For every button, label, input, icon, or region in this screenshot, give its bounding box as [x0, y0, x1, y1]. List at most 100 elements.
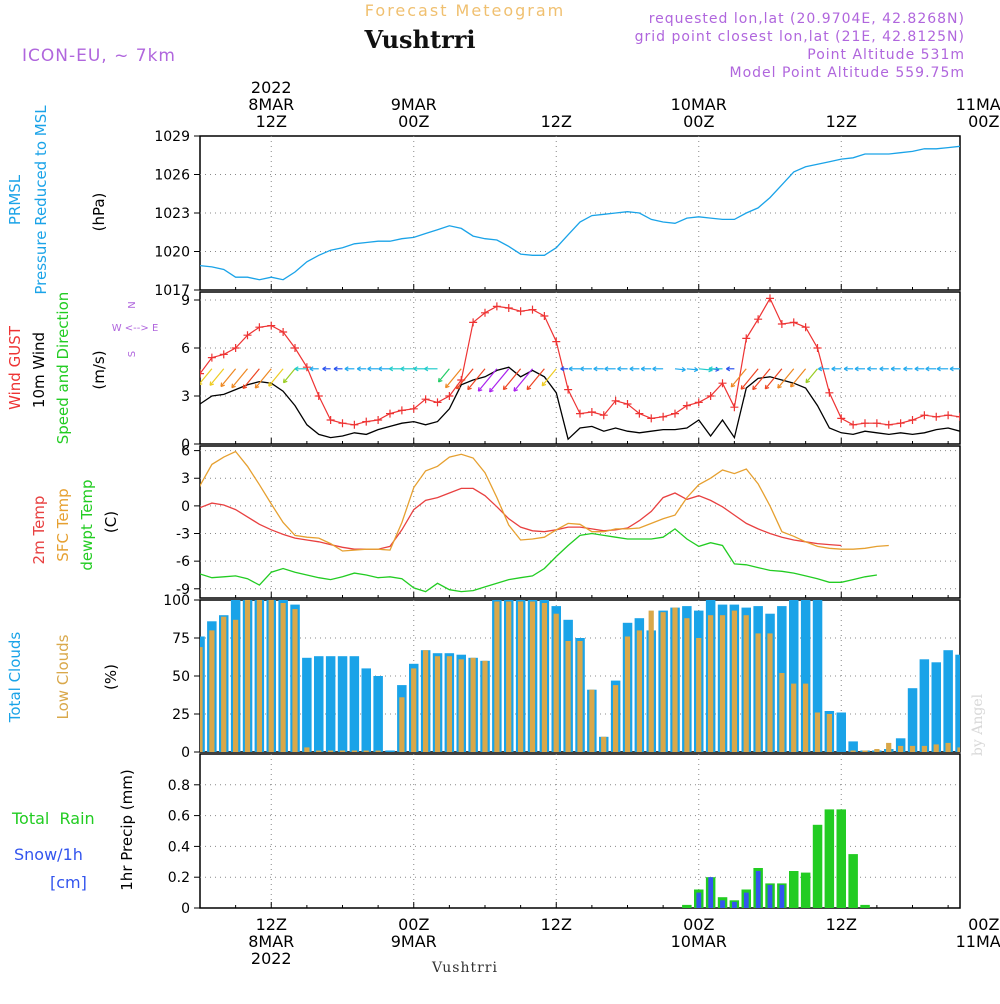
gust-marker: [825, 388, 834, 397]
top-time-label: 00Z: [398, 112, 429, 131]
rain-bar: [836, 809, 846, 908]
wind-arrow: [477, 368, 498, 392]
panel-frame-1: [199, 291, 961, 445]
gust-marker: [149, 416, 157, 424]
snow-bar: [743, 892, 749, 908]
total-cloud-bar: [373, 676, 383, 752]
bottom-time-label: 00Z: [968, 915, 999, 934]
snow-bar: [720, 900, 725, 908]
low-cloud-bar: [292, 609, 298, 752]
low-cloud-bar: [791, 683, 797, 752]
wind-arrow: [200, 368, 201, 370]
total-cloud-bar: [812, 600, 823, 752]
model-point-altitude: Model Point Altitude 559.75m: [730, 65, 965, 81]
requested-lonlat: requested lon,lat (20.9704E, 42.8268N): [649, 11, 965, 27]
low-cloud-bar: [233, 619, 239, 752]
wind-arrow-head: [333, 366, 338, 372]
wind-arrow-head: [580, 366, 585, 372]
wind-arrow-head: [378, 366, 383, 372]
wind-arrow: [740, 368, 759, 390]
gust-marker: [837, 414, 846, 423]
low-cloud-bar: [862, 750, 868, 752]
ytick-label: 3: [181, 389, 190, 405]
gust-marker: [813, 344, 822, 352]
wind-arrow: [209, 368, 225, 386]
gust-marker: [219, 350, 228, 359]
gust-marker: [956, 412, 960, 421]
ylabel-pressure-msl: Pressure Reduced to MSL: [32, 105, 50, 295]
total-cloud-bar: [172, 637, 182, 753]
ylabel-c: (C): [102, 511, 120, 533]
gust-marker: [255, 323, 264, 332]
gust-marker: [421, 395, 430, 404]
wind-arrow: [242, 368, 260, 389]
ylabel-prmsl: PRMSL: [6, 174, 24, 225]
gust-marker: [125, 414, 133, 422]
low-cloud-bar: [755, 633, 761, 752]
gust-marker: [516, 307, 525, 316]
wind-arrow: [220, 368, 237, 387]
ytick-label: 0: [181, 437, 190, 453]
gust-marker: [587, 408, 596, 416]
low-cloud-bar: [613, 685, 619, 752]
wind-arrow-head: [254, 384, 260, 389]
ytick-label: 6: [181, 444, 190, 460]
gust-marker: [350, 420, 359, 429]
gust-marker: [397, 406, 406, 415]
total-cloud-bar: [800, 600, 811, 752]
gust-marker: [766, 294, 774, 303]
wind-arrow-head: [764, 384, 770, 390]
top-date-label: 8MAR: [248, 95, 294, 114]
bottom-time-label: 12Z: [541, 915, 572, 934]
bottom-date-label: 10MAR: [671, 932, 727, 951]
gust-marker: [671, 409, 679, 418]
ylabel-percent: (%): [102, 664, 120, 690]
low-cloud-bar: [624, 636, 631, 752]
low-cloud-bar: [577, 641, 583, 752]
wind-arrow-head: [209, 381, 215, 386]
wind-arrow-head: [777, 384, 782, 389]
gust-marker: [849, 420, 858, 429]
point-altitude: Point Altitude 531m: [807, 47, 965, 63]
wind-arrow: [764, 368, 783, 390]
wind-arrow-head: [843, 366, 848, 372]
wind-arrow: [445, 368, 462, 389]
low-cloud-bar: [708, 615, 714, 752]
panel-frame-4: [199, 753, 961, 909]
bottom-year-label: 2022: [251, 949, 292, 968]
low-cloud-bar: [150, 652, 155, 752]
low-cloud-bar: [399, 697, 405, 752]
wind-arrow: [674, 368, 686, 371]
low-cloud-bar: [921, 745, 927, 752]
ytick-label: 75: [172, 631, 190, 647]
top-time-label: 12Z: [541, 112, 572, 131]
wind-arrow: [268, 368, 284, 387]
gust-marker: [861, 419, 869, 428]
bottom-time-label: 00Z: [683, 915, 714, 934]
clouds-group: [124, 600, 960, 753]
gust-marker: [611, 396, 620, 405]
total-cloud-bar: [124, 621, 134, 752]
wind-arrow-head: [344, 366, 349, 372]
wind-arrow: [254, 368, 272, 389]
wind-arrow-head: [752, 385, 757, 391]
gust-marker: [200, 369, 204, 378]
wind-arrow-head: [424, 366, 429, 372]
compass-north: N: [127, 301, 138, 308]
low-cloud-bar: [767, 633, 773, 752]
gust-marker: [540, 312, 549, 320]
wind-arrow-head: [526, 385, 532, 391]
low-cloud-bar: [541, 603, 547, 752]
gust-marker: [314, 392, 323, 400]
total-cloud-bar: [919, 659, 930, 752]
wind-arrow-head: [854, 366, 859, 372]
low-cloud-bar: [779, 673, 785, 752]
label-snow: Snow/1h: [14, 845, 83, 864]
wind-arrow-head: [790, 382, 795, 388]
rain-bar: [848, 854, 858, 908]
ylabel-2m-temp: 2m Temp: [30, 496, 48, 565]
low-cloud-bar: [363, 750, 369, 752]
wind-arrow-head: [652, 366, 657, 372]
ytick-label: 25: [172, 707, 190, 723]
